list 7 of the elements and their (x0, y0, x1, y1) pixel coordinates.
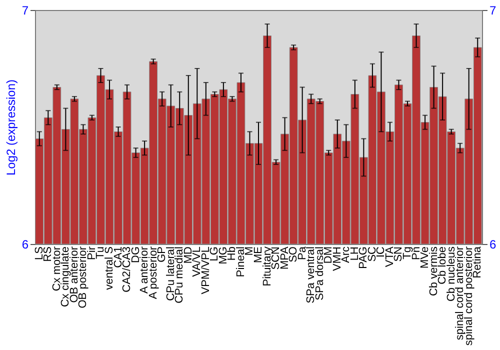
x-tick-label: OB posterior (77, 246, 90, 308)
y2-tick-label: 7 (490, 4, 496, 18)
y2-tick-label: 6 (490, 238, 496, 252)
y-axis-title: Log2 (expression) (4, 79, 18, 176)
x-tick-label: Tg (402, 246, 414, 260)
x-tick-label: RS (42, 246, 54, 262)
x-tick-label: A posterior (147, 246, 160, 300)
